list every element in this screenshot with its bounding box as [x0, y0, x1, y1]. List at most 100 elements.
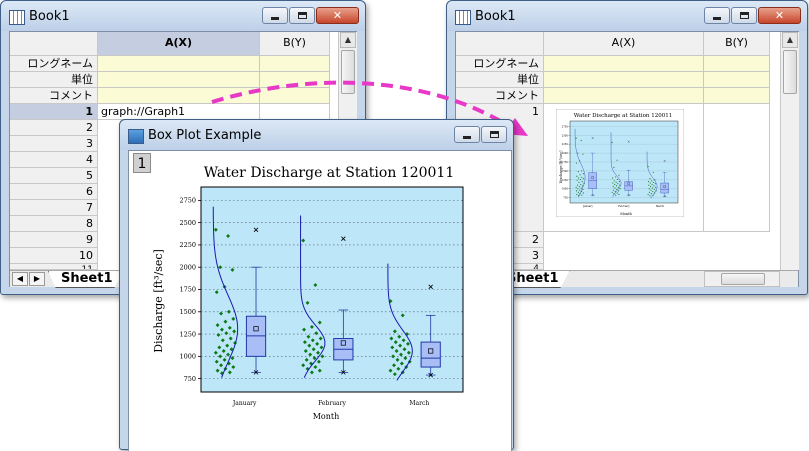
data-point: [390, 345, 395, 350]
maximize-icon: [489, 131, 499, 138]
worksheet-icon: [9, 10, 25, 25]
cell-longname-b[interactable]: [704, 56, 770, 72]
graph-window[interactable]: Box Plot Example 1 Water Discharge at St…: [119, 119, 514, 451]
data-point: [647, 180, 650, 183]
graph-titlebar[interactable]: Box Plot Example: [120, 120, 513, 150]
data-point: [213, 350, 218, 355]
row-number-8[interactable]: 8: [10, 216, 98, 232]
row-label-longname[interactable]: ロングネーム: [10, 56, 98, 72]
prev-sheet-arrow-icon[interactable]: ◀: [12, 272, 28, 286]
cell-longname-a[interactable]: [98, 56, 260, 72]
min-marker: [341, 370, 346, 375]
corner-cell[interactable]: [10, 32, 98, 56]
row-number-2[interactable]: 2: [10, 120, 98, 136]
y-tick-label: 2500: [179, 219, 196, 227]
cell-b1[interactable]: [704, 104, 770, 232]
data-point: [581, 185, 584, 187]
next-sheet-arrow-icon[interactable]: ▶: [29, 272, 45, 286]
row-label-comment[interactable]: コメント: [456, 88, 544, 104]
chart-title: Water Discharge at Station 120011: [204, 165, 454, 181]
data-point: [649, 195, 651, 197]
data-point: [316, 350, 321, 355]
mean-marker: [428, 348, 434, 354]
minimize-button[interactable]: [262, 7, 288, 24]
minimize-button[interactable]: [454, 126, 480, 143]
mean-marker: [627, 182, 630, 185]
column-header-a[interactable]: A(X): [544, 32, 704, 56]
minimize-button[interactable]: [704, 7, 730, 24]
data-point: [219, 327, 224, 332]
cell-a1-graph[interactable]: [544, 104, 704, 232]
close-button[interactable]: ✕: [758, 7, 801, 24]
graph-thumbnail[interactable]: Water Discharge at Station 120011 750 100…: [556, 109, 684, 217]
y-tick-label: 1750: [179, 286, 196, 294]
data-point: [302, 327, 307, 332]
row-label-longname[interactable]: ロングネーム: [456, 56, 544, 72]
horizontal-scrollbar[interactable]: [704, 271, 780, 287]
row-label-units[interactable]: 単位: [10, 72, 98, 88]
cell-comment-b[interactable]: [260, 88, 330, 104]
y-tick-label: 750: [563, 197, 568, 200]
row-number-4[interactable]: 4: [10, 152, 98, 168]
scroll-up-arrow-icon[interactable]: ▲: [340, 32, 356, 48]
cell-longname-b[interactable]: [260, 56, 330, 72]
row-number-1[interactable]: 1: [10, 104, 98, 120]
max-marker: [663, 159, 666, 162]
column-header-a[interactable]: A(X): [98, 32, 260, 56]
maximize-button[interactable]: [731, 7, 757, 24]
cell-comment-b[interactable]: [704, 88, 770, 104]
box-plot-chart[interactable]: Water Discharge at Station 120011 750 100…: [129, 151, 511, 451]
book1-left-title: Book1: [29, 9, 70, 24]
scroll-up-arrow-icon[interactable]: ▲: [782, 32, 798, 48]
cell-longname-a[interactable]: [544, 56, 704, 72]
row-number-10[interactable]: 10: [10, 248, 98, 264]
maximize-button[interactable]: [481, 126, 507, 143]
y-tick-label: 2250: [562, 143, 569, 146]
cell-units-a[interactable]: [544, 72, 704, 88]
close-button[interactable]: ✕: [316, 7, 359, 24]
cell-comment-a[interactable]: [544, 88, 704, 104]
data-point: [223, 319, 228, 324]
row-number-5[interactable]: 5: [10, 168, 98, 184]
layer-number-label[interactable]: 1: [133, 153, 151, 173]
mean-marker: [253, 326, 259, 332]
data-point: [218, 354, 223, 359]
row-number-7[interactable]: 7: [10, 200, 98, 216]
data-point: [217, 345, 222, 350]
row-label-comment[interactable]: コメント: [10, 88, 98, 104]
corner-cell[interactable]: [456, 32, 544, 56]
x-tick-label: February: [318, 400, 346, 407]
graph-page[interactable]: 1 Water Discharge at Station 120011 750 1…: [128, 150, 512, 451]
book1-right-title: Book1: [475, 9, 516, 24]
row-label-units[interactable]: 単位: [456, 72, 544, 88]
row-number-11[interactable]: 11: [10, 264, 98, 270]
mean-marker: [591, 176, 594, 179]
link-arrow-path: [211, 80, 514, 130]
maximize-button[interactable]: [289, 7, 315, 24]
data-point: [230, 267, 235, 272]
minimize-icon: [713, 17, 721, 20]
row-number-3[interactable]: 3: [10, 136, 98, 152]
close-icon: ✕: [332, 9, 343, 22]
data-point: [315, 341, 320, 346]
y-tick-label: 2250: [179, 241, 196, 249]
max-marker: [627, 140, 630, 143]
sheet-tab-sheet1[interactable]: Sheet1: [48, 271, 124, 288]
data-point: [213, 227, 218, 232]
cell-units-b[interactable]: [704, 72, 770, 88]
row-number-6[interactable]: 6: [10, 184, 98, 200]
column-header-b[interactable]: B(Y): [260, 32, 330, 56]
data-point: [577, 170, 579, 173]
book1-left-titlebar[interactable]: Book1 ✕: [1, 1, 365, 31]
horizontal-scroll-thumb[interactable]: [721, 273, 765, 285]
row-number-9[interactable]: 9: [10, 232, 98, 248]
data-point: [228, 336, 233, 341]
scroll-thumb[interactable]: [783, 50, 797, 94]
vertical-scrollbar[interactable]: ▲: [780, 32, 799, 270]
book1-right-titlebar[interactable]: Book1 ✕: [447, 1, 807, 31]
cell-units-a[interactable]: [98, 72, 260, 88]
y-tick-label: 750: [184, 375, 196, 383]
distribution-curve: [610, 132, 622, 198]
column-header-b[interactable]: B(Y): [704, 32, 770, 56]
data-point: [580, 139, 582, 142]
